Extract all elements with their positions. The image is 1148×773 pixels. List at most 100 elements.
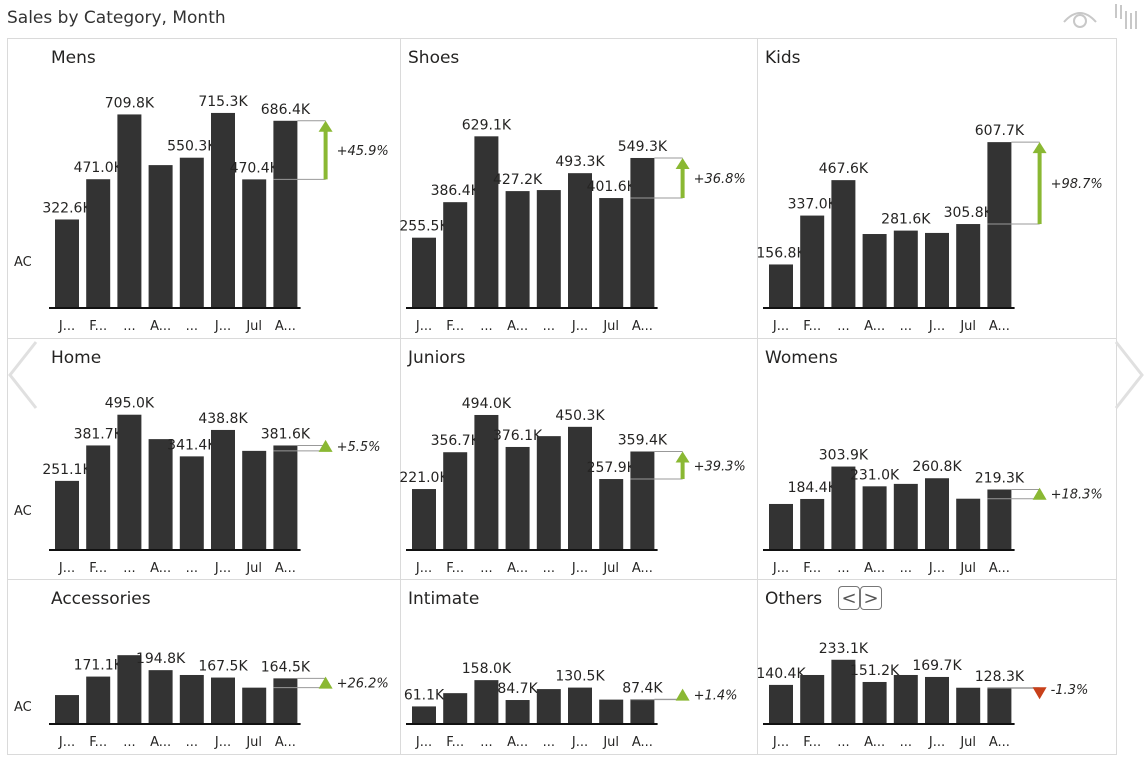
data-label: 260.8K bbox=[912, 459, 962, 475]
bar-2 bbox=[474, 414, 499, 549]
data-label: 128.3K bbox=[975, 669, 1025, 685]
bar-2 bbox=[117, 114, 142, 307]
variance-triangle-down-icon bbox=[1032, 687, 1047, 700]
data-label: 550.3K bbox=[167, 139, 217, 155]
category-tick-label: J... bbox=[58, 735, 75, 750]
data-label: 495.0K bbox=[105, 396, 155, 412]
data-label: 709.8K bbox=[105, 95, 155, 111]
bar-chart: J... 171.1K F... ... 194.8K A... ... 167.5K J...… bbox=[49, 651, 389, 750]
data-label: 607.7K bbox=[975, 123, 1025, 139]
category-tick-label: J... bbox=[571, 319, 588, 334]
series-label: AC bbox=[14, 255, 32, 270]
bar-0 bbox=[769, 264, 793, 307]
category-tick-label: Jul bbox=[959, 561, 976, 576]
category-tick-label: J... bbox=[571, 735, 588, 750]
bar-7 bbox=[987, 489, 1012, 549]
panel-home: Home AC 251.1K J... 381.7K F... 495.0K... A... 3… bbox=[7, 338, 401, 580]
bar-3 bbox=[505, 700, 530, 723]
variance-arrow-shaft bbox=[1037, 152, 1042, 225]
category-tick-label: ... bbox=[543, 319, 555, 334]
bar-5 bbox=[211, 429, 235, 549]
data-label: 337.0K bbox=[788, 197, 838, 213]
variance-arrow-shaft bbox=[323, 130, 328, 180]
data-label: 629.1K bbox=[462, 117, 512, 133]
bar-4 bbox=[893, 230, 918, 307]
bar-1 bbox=[443, 693, 468, 723]
previous-page-chevron-icon[interactable] bbox=[6, 340, 40, 410]
bar-4 bbox=[893, 483, 918, 549]
bar-6 bbox=[599, 198, 624, 307]
panel-intimate: Intimate 61.1K J... F... 158.0K... 84.7K A....… bbox=[400, 579, 758, 755]
bar-chart: 251.1K J... 381.7K F... 495.0K... A... 341.4K.… bbox=[42, 396, 381, 576]
bar-4 bbox=[536, 689, 561, 723]
pager-next-button[interactable]: > bbox=[860, 586, 882, 610]
data-label: 281.6K bbox=[881, 212, 931, 228]
bar-chart: J... 184.4K F... 303.9K... 231.0K A... ... 260.… bbox=[763, 448, 1103, 576]
bar-0 bbox=[412, 489, 436, 549]
category-tick-label: ... bbox=[837, 561, 849, 576]
bar-4 bbox=[536, 190, 561, 307]
data-label: 156.8K bbox=[756, 245, 806, 261]
bar-0 bbox=[412, 237, 436, 307]
data-label: 87.4K bbox=[622, 680, 663, 696]
series-label: AC bbox=[14, 700, 32, 715]
category-tick-label: J... bbox=[772, 319, 789, 334]
data-label: 715.3K bbox=[198, 94, 248, 110]
bar-7 bbox=[987, 688, 1012, 723]
category-tick-label: J... bbox=[928, 561, 945, 576]
data-label: 257.9K bbox=[587, 460, 637, 476]
data-label: 305.8K bbox=[944, 205, 994, 221]
bar-7 bbox=[630, 451, 655, 549]
data-label: 686.4K bbox=[261, 102, 311, 118]
data-label: 221.0K bbox=[399, 470, 449, 486]
category-tick-label: Jul bbox=[959, 319, 976, 334]
variance-arrow-shaft bbox=[680, 167, 685, 199]
next-page-chevron-icon[interactable] bbox=[1112, 340, 1146, 410]
bar-2 bbox=[831, 180, 856, 307]
data-label: 549.3K bbox=[618, 139, 668, 155]
category-tick-label: A... bbox=[275, 319, 296, 334]
bar-5 bbox=[925, 232, 949, 307]
category-tick-label: J... bbox=[214, 319, 231, 334]
data-label: 303.9K bbox=[819, 448, 869, 464]
category-tick-label: ... bbox=[837, 319, 849, 334]
bar-0 bbox=[55, 480, 79, 549]
category-tick-label: J... bbox=[928, 319, 945, 334]
variance-label: +18.3% bbox=[1051, 488, 1103, 503]
bar-4 bbox=[179, 157, 204, 307]
category-tick-label: J... bbox=[415, 319, 432, 334]
bar-1 bbox=[86, 179, 111, 307]
panel-accessories: Accessories AC J... 171.1K F...... 194.8K A...… bbox=[7, 579, 401, 755]
bar-1 bbox=[800, 215, 825, 307]
variance-triangle-up-icon bbox=[1032, 487, 1047, 500]
category-tick-label: Jul bbox=[602, 735, 619, 750]
variance-label: +36.8% bbox=[694, 172, 746, 187]
data-label: 140.4K bbox=[756, 666, 806, 682]
category-tick-label: F... bbox=[803, 561, 821, 576]
bar-5 bbox=[568, 426, 592, 549]
category-tick-label: J... bbox=[571, 561, 588, 576]
bars-icon[interactable] bbox=[1112, 2, 1144, 32]
category-tick-label: A... bbox=[507, 319, 528, 334]
data-label: 376.1K bbox=[493, 428, 543, 444]
variance-label: +5.5% bbox=[337, 440, 381, 455]
bar-2 bbox=[831, 659, 856, 723]
variance-triangle-up-icon bbox=[318, 439, 333, 452]
category-tick-label: ... bbox=[186, 319, 198, 334]
category-tick-label: J... bbox=[928, 735, 945, 750]
eye-icon[interactable] bbox=[1060, 2, 1100, 32]
bar-1 bbox=[800, 498, 825, 549]
category-tick-label: J... bbox=[58, 319, 75, 334]
panel-title: Others bbox=[765, 589, 823, 609]
pager-previous-button[interactable]: < bbox=[838, 586, 860, 610]
bar-3 bbox=[862, 486, 887, 549]
bar-0 bbox=[769, 684, 793, 723]
category-tick-label: ... bbox=[186, 735, 198, 750]
category-tick-label: ... bbox=[480, 319, 492, 334]
category-tick-label: ... bbox=[900, 735, 912, 750]
bar-chart: 221.0K J... 356.7K F... 494.0K... 376.1K A....… bbox=[399, 396, 745, 576]
category-tick-label: F... bbox=[89, 735, 107, 750]
bar-0 bbox=[55, 219, 79, 307]
variance-label: +98.7% bbox=[1051, 177, 1103, 192]
